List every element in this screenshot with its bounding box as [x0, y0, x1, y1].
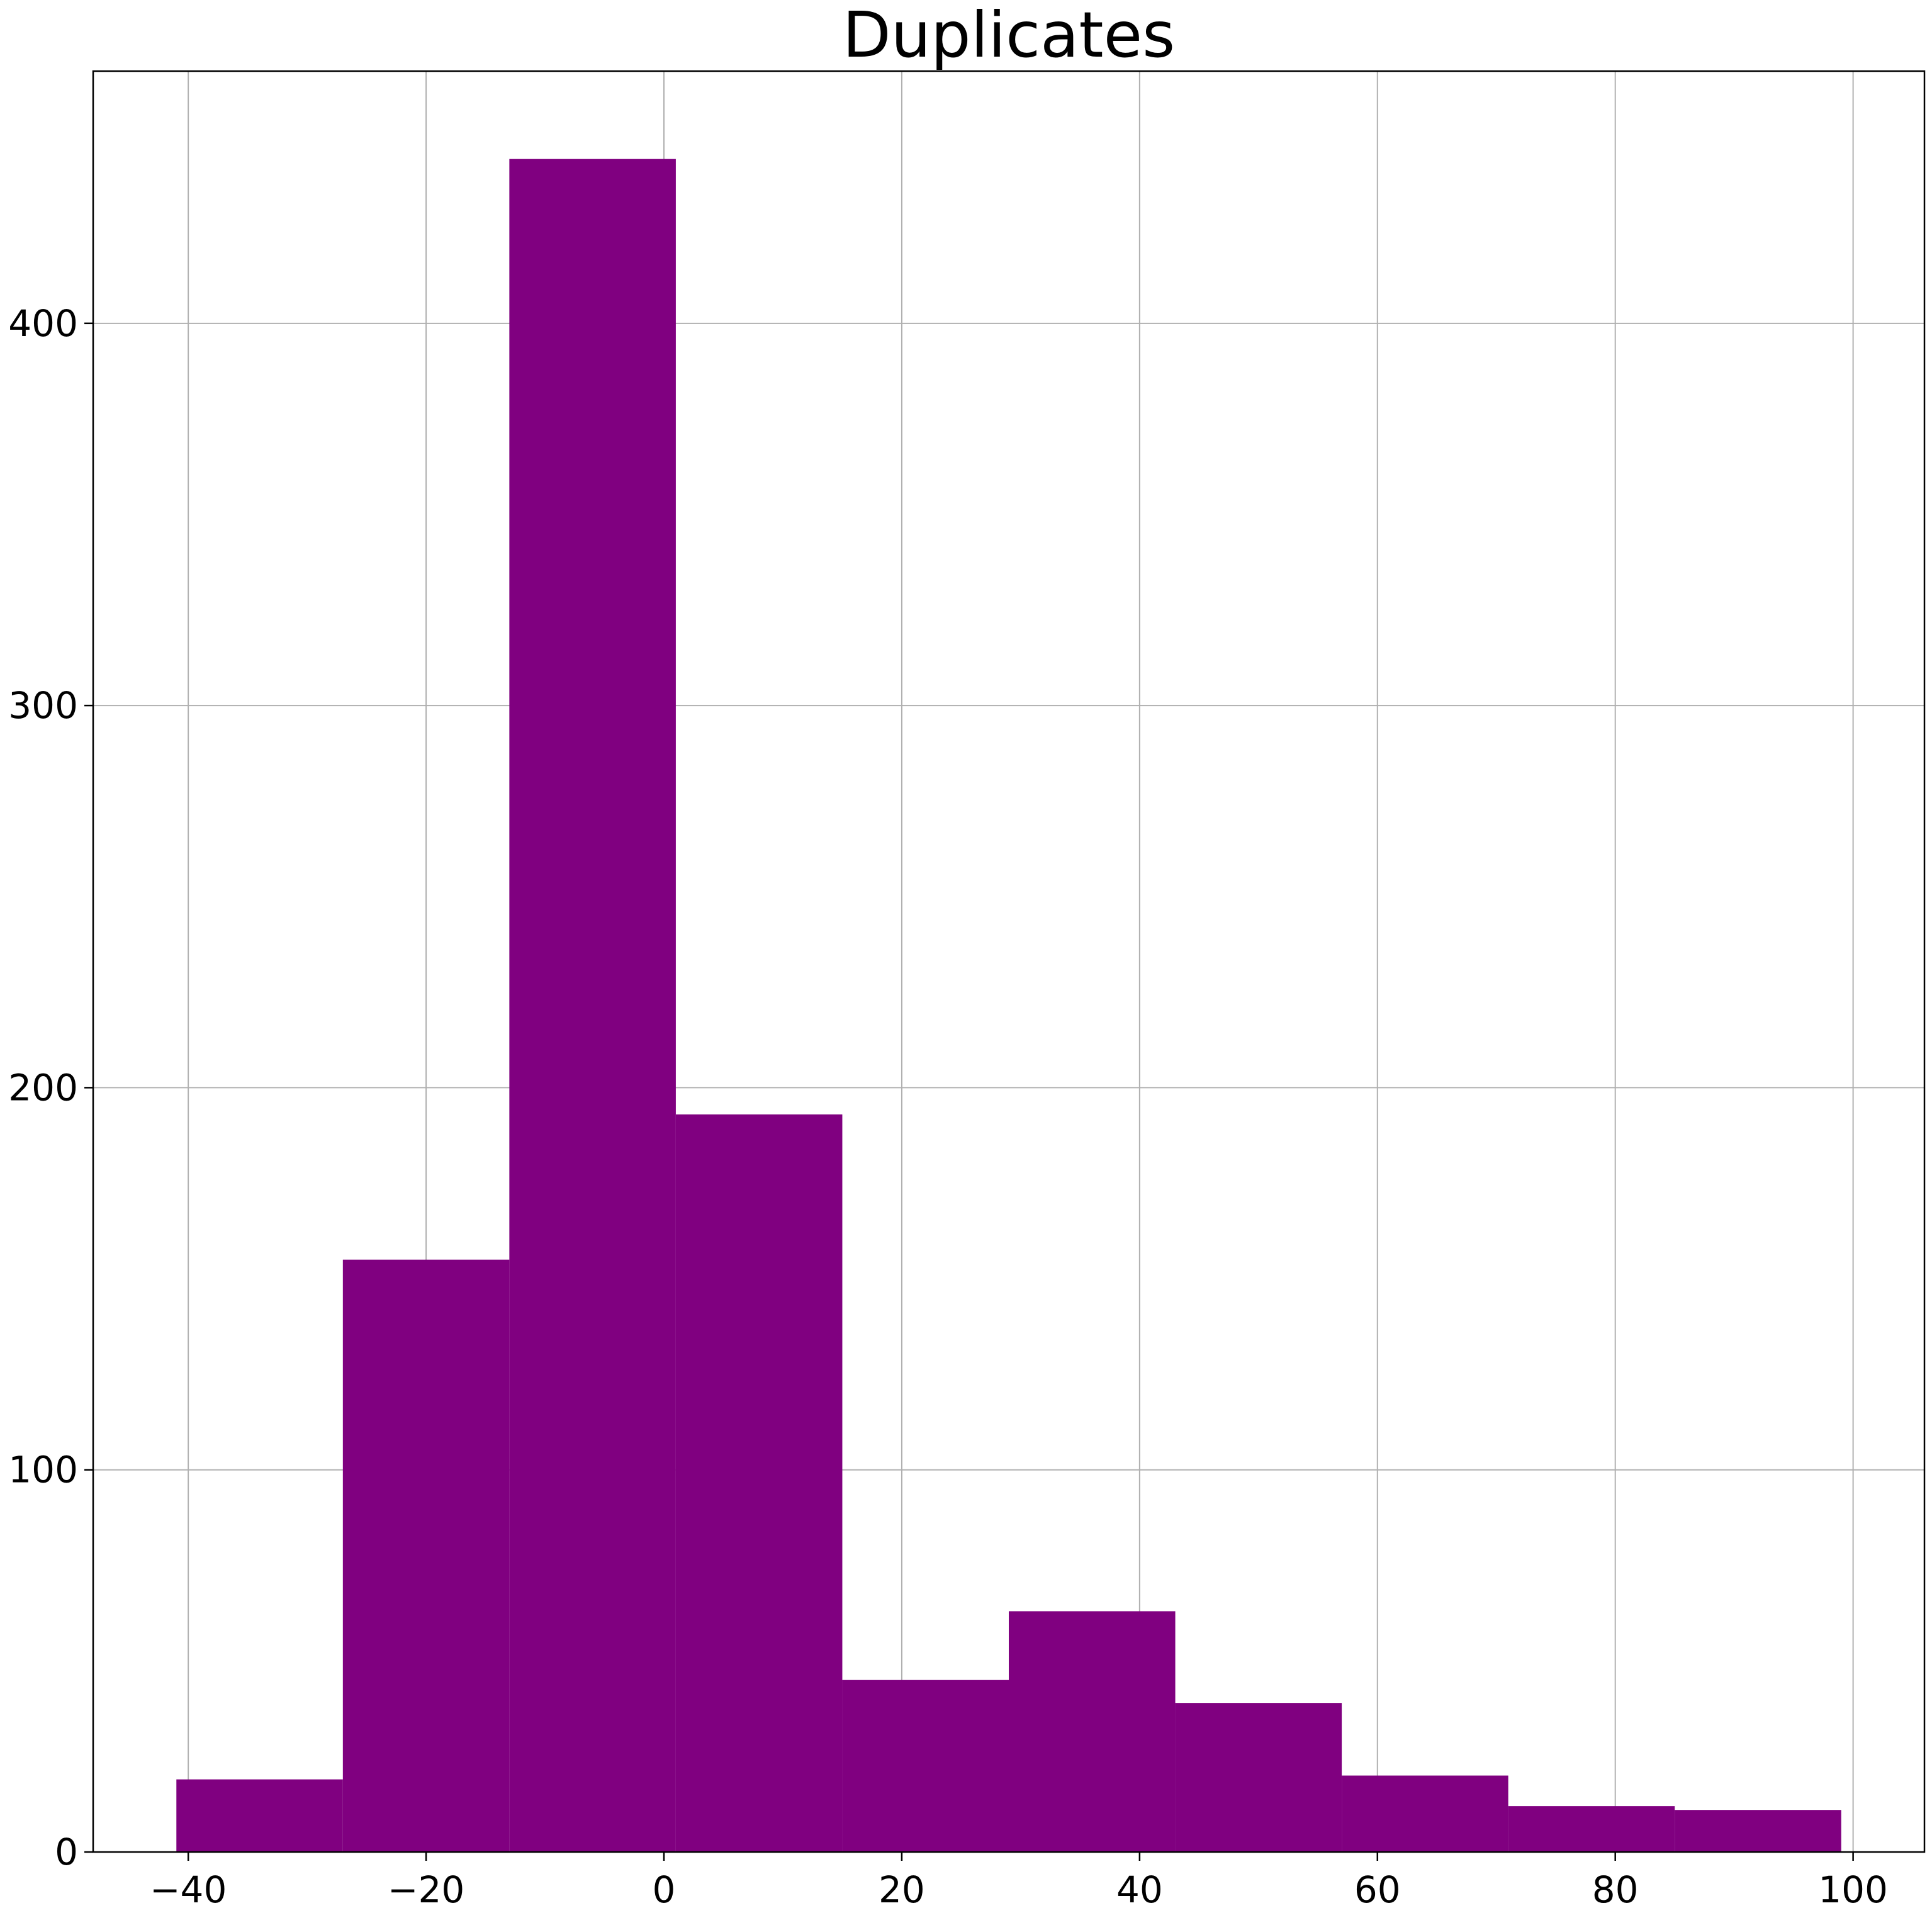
x-tick-label: 80 — [1592, 1868, 1639, 1908]
x-tick-label: 100 — [1818, 1868, 1888, 1908]
histogram-bar — [1175, 1703, 1342, 1852]
x-tick-label: 40 — [1116, 1868, 1163, 1908]
histogram-bar — [1009, 1611, 1176, 1852]
bars-layer — [176, 159, 1841, 1852]
plot-frame — [92, 70, 1926, 1853]
histogram-bar — [1342, 1775, 1508, 1852]
histogram-bar — [842, 1680, 1009, 1852]
x-tick-label: −20 — [388, 1868, 464, 1908]
histogram-bar — [1508, 1806, 1675, 1852]
y-tick-label: 300 — [8, 684, 78, 727]
histogram-bar — [1675, 1810, 1841, 1852]
x-tick-label: −40 — [150, 1868, 227, 1908]
axis-layer: −40 −20 0 20 40 60 80 100 0 100 200 300 400 — [8, 302, 1888, 1908]
histogram-bar — [675, 1114, 843, 1852]
x-tick-label: 60 — [1354, 1868, 1401, 1908]
y-tick-label: 200 — [8, 1066, 78, 1109]
y-tick-label: 400 — [8, 302, 78, 345]
histogram-bar — [509, 159, 676, 1852]
x-tick-label: 0 — [653, 1868, 676, 1908]
chart-title: Duplicates — [843, 0, 1176, 72]
y-tick-label: 0 — [55, 1831, 78, 1873]
histogram-bar — [176, 1779, 343, 1852]
y-tick-label: 100 — [8, 1449, 78, 1491]
x-tick-label: 20 — [879, 1868, 925, 1908]
histogram-bar — [342, 1259, 510, 1852]
